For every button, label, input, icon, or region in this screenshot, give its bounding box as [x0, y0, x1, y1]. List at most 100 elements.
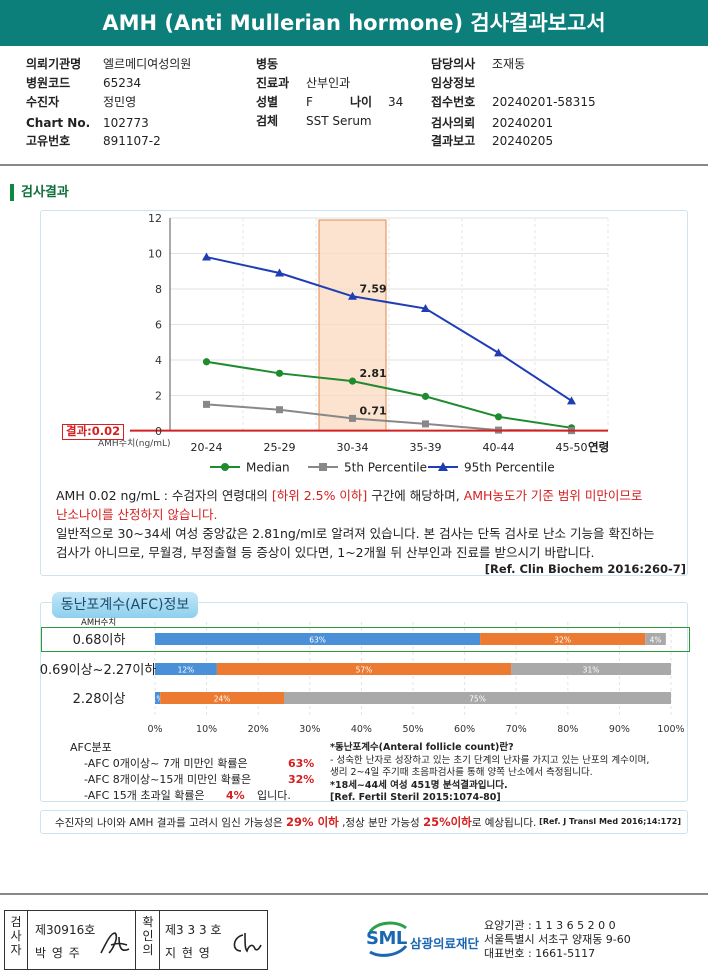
section-title: 검사결과 — [10, 184, 69, 201]
afc-axis-tick: 60% — [454, 724, 475, 735]
request-date-label: 검사의뢰 — [431, 116, 476, 130]
report-title: AMH (Anti Mullerian hormone) 검사결과보고서 — [0, 0, 708, 46]
institution-value: 엘르메디여성의원 — [103, 57, 192, 71]
chart-grid — [169, 217, 609, 432]
prediction-text: 로 예상됩니다. — [471, 817, 537, 829]
specimen-label: 검체 — [256, 114, 279, 128]
data-label: 7.59 — [360, 282, 387, 295]
result-description: AMH 0.02 ng/mL : 수검자의 연령대의 [하위 2.5% 이하] … — [56, 486, 686, 562]
p95-point — [567, 396, 576, 405]
age-label: 나이 — [350, 95, 373, 109]
afc-summary-pct: 63% — [288, 757, 315, 770]
sml-logo-icon — [368, 921, 408, 957]
chart-legend: Median 5th Percentile 95th Percentile — [210, 461, 555, 475]
examiner-label-char: 사 — [10, 929, 22, 943]
afc-bar-segment — [480, 633, 646, 645]
p95-point — [494, 348, 503, 357]
data-label: 2.81 — [360, 367, 387, 380]
afc-bar-label: 24% — [214, 695, 231, 704]
unique-no-label: 고유번호 — [26, 134, 71, 148]
x-tick-label: 45-50 — [556, 441, 588, 454]
age-value: 34 — [388, 95, 404, 109]
examiner-signature — [100, 932, 130, 954]
afc-bar-segment — [155, 633, 481, 645]
afc-axis-ticks: 0% 10% 20% 30% 40% 50% 60% 70% 80% 90% 100% — [147, 724, 684, 735]
afc-note-line: - 성숙한 난자로 성장하고 있는 초기 단계의 난자를 가지고 있는 난포의 … — [330, 754, 650, 766]
confirm-label: 확 인 의 — [139, 915, 157, 957]
afc-axis-tick: 0% — [147, 724, 162, 735]
result-label: 결과:0.02 — [62, 424, 125, 440]
organization-info: 요양기관 : 1 1 3 6 5 2 0 0 서울특별시 서초구 양재동 9-6… — [484, 919, 631, 961]
y-tick-label: 2 — [155, 390, 162, 403]
afc-bar-segment — [160, 692, 284, 704]
afc-bar-segment — [155, 663, 217, 675]
description-paragraph-1: AMH 0.02 ng/mL : 수검자의 연령대의 [하위 2.5% 이하] … — [56, 486, 686, 505]
afc-axis-tick: 40% — [351, 724, 372, 735]
x-tick-label: 25-29 — [264, 441, 296, 454]
legend-label: Median — [246, 461, 290, 475]
afc-bar-label: 57% — [356, 666, 373, 675]
afc-summary-pct: 4% — [226, 789, 245, 802]
confirm-signature — [233, 932, 262, 953]
x-tick-label: 40-44 — [483, 441, 515, 454]
delivery-probability: 25%이하 — [423, 815, 472, 829]
afc-note-line: 생리 2~4일 주기때 초음파검사를 통해 양쪽 난소에서 측정됩니다. — [330, 767, 593, 778]
clinical-info-label: 임상정보 — [431, 76, 476, 90]
afc-bars: 63% 32% 4% 12% 57% 31% 1% 24% 75% — [152, 633, 671, 704]
prediction-text: ,정상 분만 가능성 — [338, 817, 424, 829]
afc-tab: 동난포계수(AFC)정보 — [52, 592, 198, 618]
department-label: 진료과 — [256, 76, 290, 90]
examiner-name: 박 영 주 — [35, 946, 81, 960]
patient-info: 의뢰기관명 엘르메디여성의원 병원코드 65234 수진자 정민영 Chart … — [0, 46, 708, 164]
afc-summary-title: AFC분포 — [70, 741, 112, 754]
signature-box: 검 사 자 제30916호 박 영 주 확 인 의 제3 3 3 호 지 현 영 — [4, 910, 268, 970]
confirm-license: 제3 3 3 호 — [165, 923, 222, 937]
afc-summary-tail: 입니다. — [257, 789, 291, 802]
chart-ticks: 0 2 4 6 8 10 12 AMH수치(ng/mL) 20-24 25-29 30-34 35-3… — [98, 212, 609, 454]
header-divider — [0, 164, 708, 166]
y-tick-label: 12 — [148, 212, 162, 225]
pregnancy-probability: 29% 이하 — [286, 815, 339, 829]
sex-label: 성별 — [256, 95, 279, 109]
afc-panel — [40, 602, 688, 802]
afc-bar-segment — [645, 633, 666, 645]
afc-column-header: AMH수치 — [81, 618, 117, 628]
afc-bar-segment — [155, 692, 161, 704]
patient-value: 정민영 — [103, 95, 137, 109]
p95-point — [348, 291, 357, 300]
report-date-label: 결과보고 — [431, 134, 476, 148]
data-label: 0.71 — [360, 404, 387, 417]
afc-highlight-row — [41, 627, 690, 652]
y-tick-label: 0 — [155, 425, 162, 438]
median-point — [348, 377, 357, 385]
signature-divider — [135, 911, 136, 969]
afc-bar-segment — [284, 692, 671, 704]
patient-label: 수진자 — [26, 95, 60, 109]
afc-bar-label: 63% — [309, 636, 326, 645]
afc-summary-line-2: -AFC 8개이상~15개 미만인 확률은 32% — [84, 772, 314, 788]
afc-note-title: *동난포계수(Anteral follicle count)란? — [330, 742, 514, 753]
institution-label: 의뢰기관명 — [26, 57, 82, 71]
p95-point — [421, 304, 430, 313]
x-tick-label: 20-24 — [191, 441, 223, 454]
signature-divider — [27, 911, 28, 969]
series-line-95th-percentile — [206, 256, 573, 402]
median-point — [494, 413, 503, 421]
p95-point — [202, 252, 211, 261]
pregnancy-prediction: 수진자의 나이와 AMH 결과를 고려시 임신 가능성은 29% 이하 ,정상 … — [40, 810, 688, 834]
unique-no-value: 891107-2 — [103, 134, 161, 148]
organization-phone: 대표번호 : 1661-5117 — [484, 947, 596, 960]
description-paragraph-2-line2: 검사가 아니므로, 무월경, 부정출혈 등 증상이 있다면, 1~2개월 뒤 산… — [56, 545, 595, 560]
afc-bar-label: 31% — [583, 666, 600, 675]
afc-row-label: 2.28이상 — [73, 692, 126, 707]
series-line-median — [206, 360, 572, 429]
afc-row-labels: 0.68이하 0.69이상~2.27이하 2.28이상 — [40, 633, 157, 707]
sex-value: F — [306, 95, 313, 109]
afc-summary-pct: 32% — [288, 773, 315, 786]
hospital-code-value: 65234 — [103, 76, 142, 90]
warning-text: AMH농도가 기준 범위 미만이므로 — [463, 488, 643, 503]
ward-label: 병동 — [256, 57, 279, 71]
examiner-label: 검 사 자 — [7, 915, 25, 957]
legend-marker — [438, 462, 448, 471]
x-axis-suffix: 연령 — [588, 440, 609, 454]
